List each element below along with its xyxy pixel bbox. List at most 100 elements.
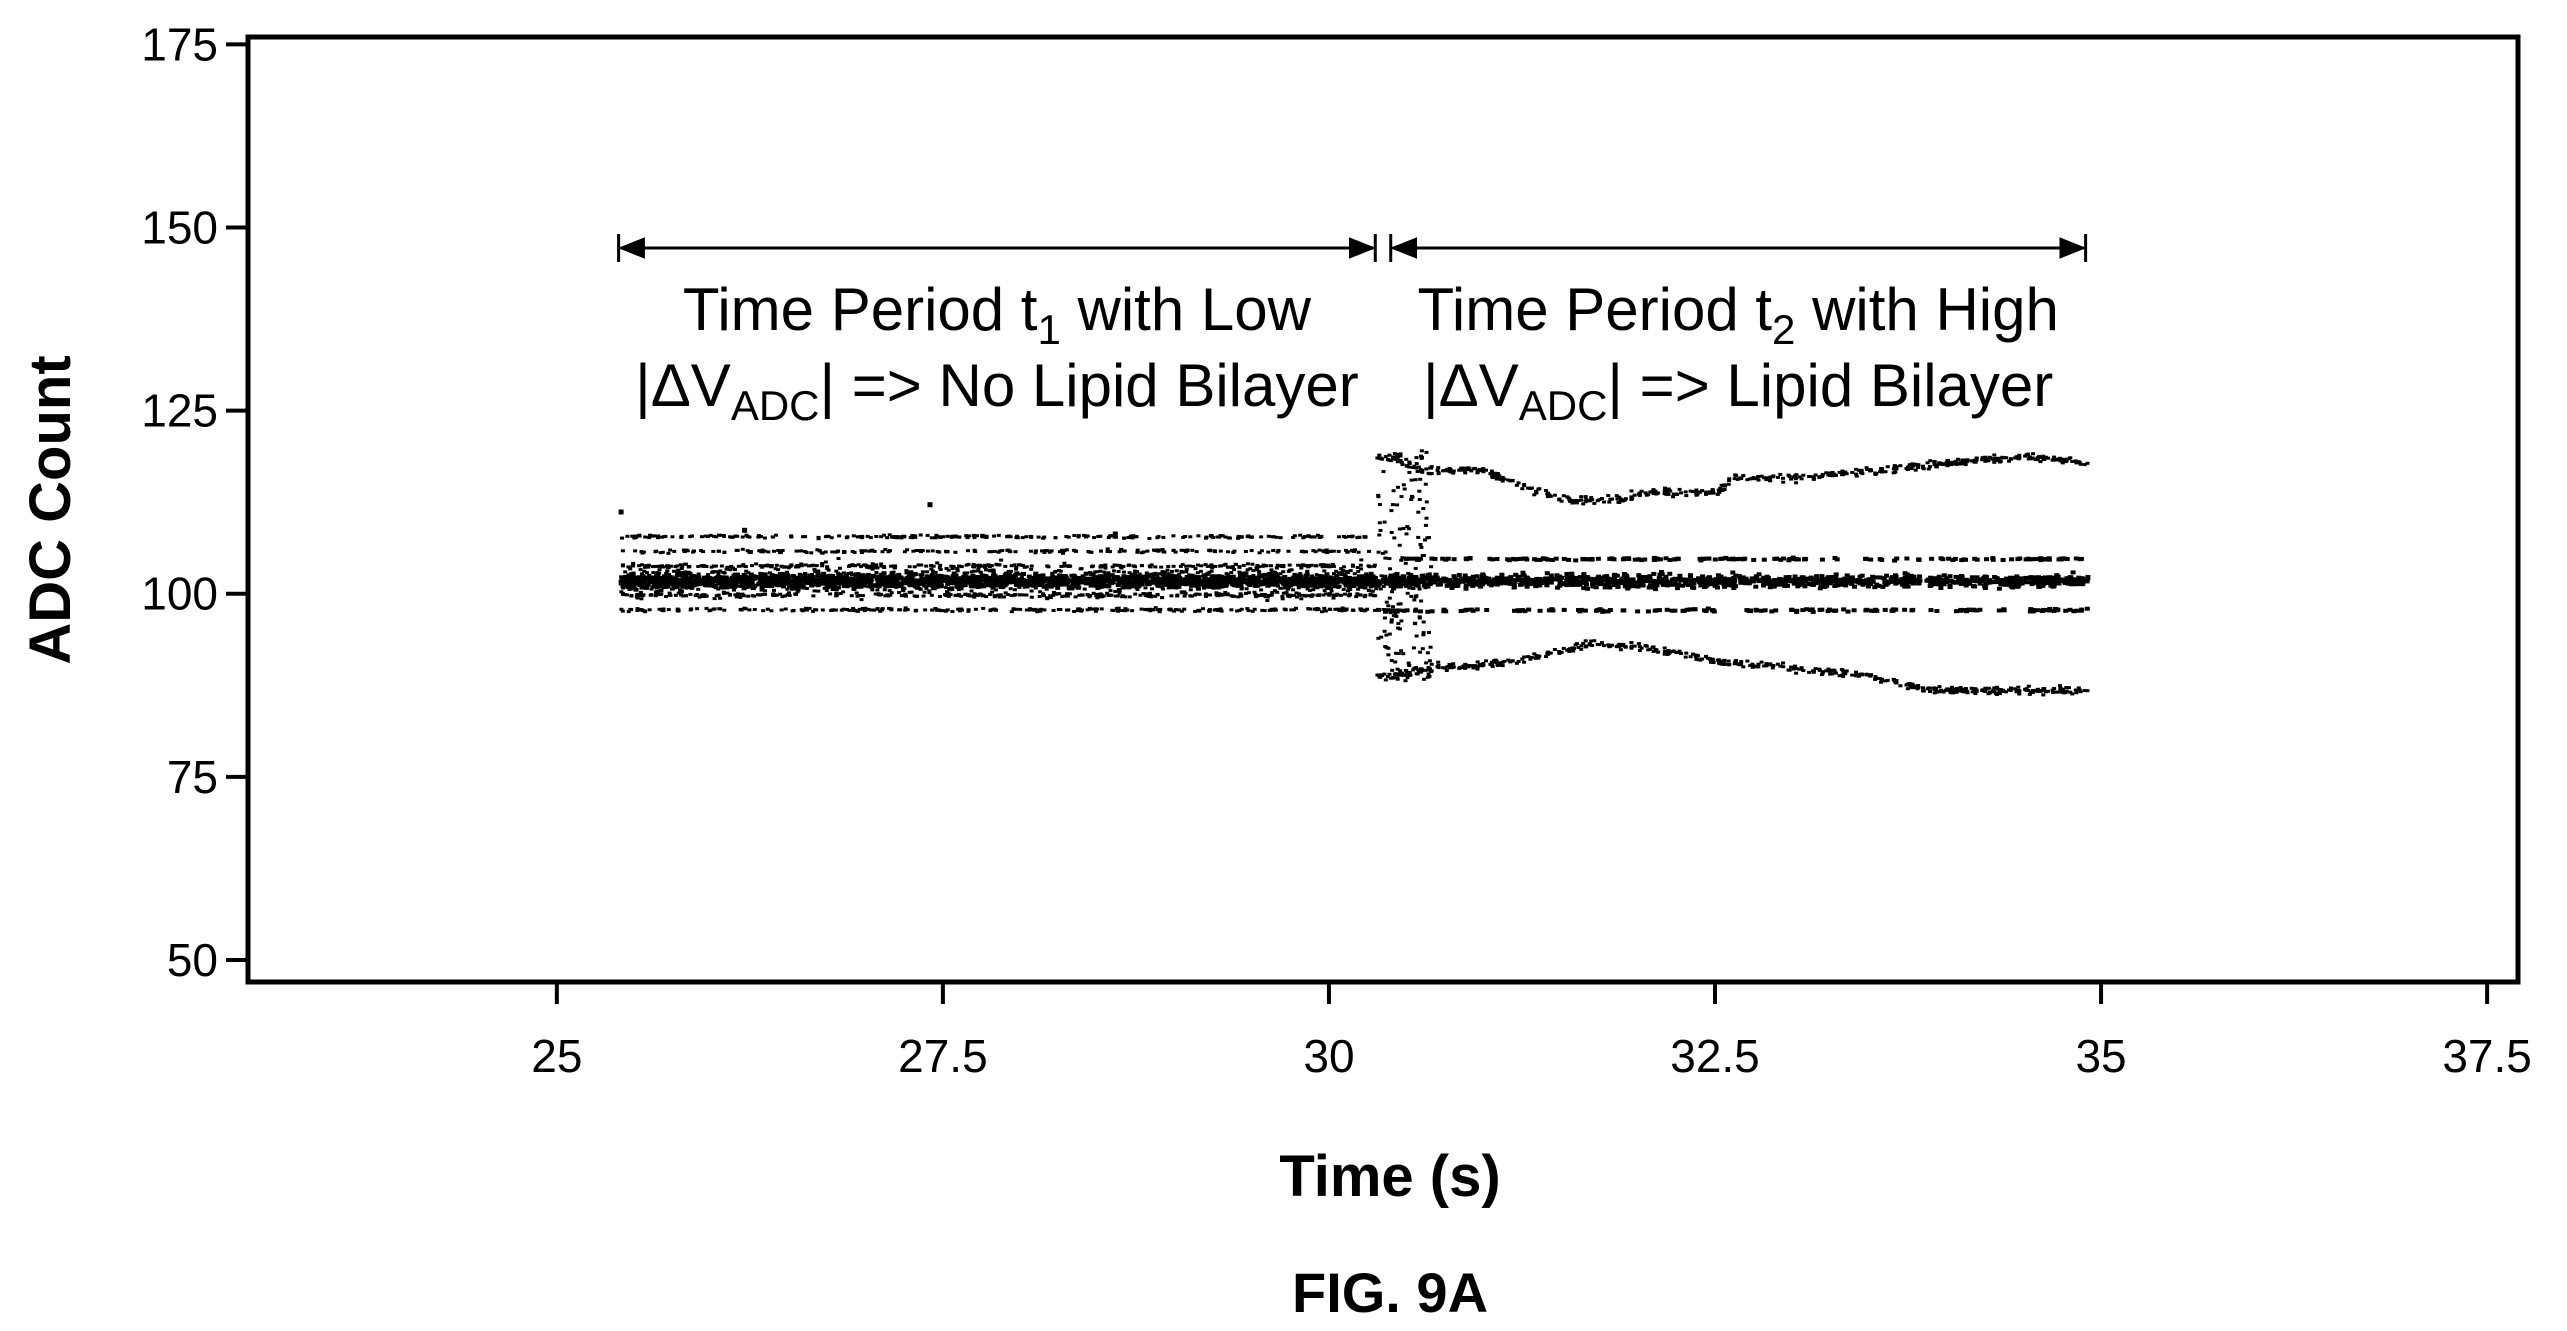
data-point [780, 595, 785, 599]
data-point [1868, 608, 1874, 613]
data-point [638, 568, 643, 572]
data-point [1161, 535, 1166, 539]
data-point [1258, 579, 1264, 584]
data-point [1282, 575, 1288, 579]
data-point [713, 564, 718, 568]
data-point [1103, 573, 1108, 577]
data-point [1217, 535, 1222, 539]
data-point [1009, 564, 1014, 568]
data-point [1463, 586, 1469, 591]
data-point [773, 567, 778, 571]
data-point [1345, 569, 1351, 574]
data-point [1963, 583, 1969, 588]
data-point [945, 581, 951, 586]
data-point [1070, 587, 1075, 591]
data-point [1089, 550, 1094, 554]
data-point [1691, 607, 1697, 612]
data-point [1259, 535, 1264, 539]
data-point [1262, 572, 1268, 577]
data-point [1116, 587, 1122, 592]
data-point [1292, 534, 1297, 538]
data-point [1179, 548, 1184, 552]
data-point [1036, 535, 1041, 539]
data-point [1233, 581, 1239, 585]
data-point [716, 593, 721, 597]
data-point [646, 563, 651, 567]
data-point [2051, 608, 2057, 613]
data-point [1769, 609, 1775, 614]
data-point [1819, 557, 1825, 562]
data-point [1180, 570, 1185, 574]
data-point [1306, 564, 1311, 568]
data-point [804, 551, 809, 554]
data-point [878, 580, 883, 585]
data-point [1000, 584, 1006, 589]
data-point [930, 608, 935, 612]
data-point [887, 549, 892, 553]
y-tick-label: 150 [141, 201, 218, 253]
data-point [897, 608, 902, 612]
data-point [1041, 578, 1047, 583]
data-point [1113, 590, 1118, 593]
data-point [1076, 534, 1081, 538]
data-point [1075, 585, 1081, 590]
data-point [1916, 557, 1922, 562]
data-point [815, 548, 820, 552]
data-point [1841, 577, 1847, 582]
data-point [1219, 579, 1225, 584]
data-point [1021, 593, 1026, 597]
data-point [722, 534, 726, 538]
data-point [1977, 577, 1983, 582]
data-point [1753, 574, 1759, 579]
data-point [1253, 584, 1259, 588]
data-point [1153, 577, 1159, 582]
data-point [908, 570, 914, 575]
data-point [783, 577, 789, 582]
data-point [825, 567, 830, 570]
data-point [992, 534, 997, 538]
data-point [752, 576, 757, 581]
data-point [969, 589, 974, 593]
data-point [1246, 534, 1251, 538]
data-point [911, 549, 916, 553]
data-point [1202, 586, 1206, 590]
data-point [1368, 578, 1374, 583]
data-point [658, 551, 663, 555]
data-point [1305, 587, 1310, 591]
data-point [1303, 564, 1308, 568]
data-point [801, 585, 807, 590]
data-point [929, 567, 934, 571]
data-point [905, 608, 910, 612]
data-point [1119, 547, 1124, 551]
data-point [826, 574, 831, 579]
data-point [1073, 580, 1079, 585]
data-point [1173, 584, 1179, 589]
data-point [879, 562, 884, 566]
data-point [1331, 549, 1336, 553]
data-point [1302, 593, 1307, 597]
data-point [1029, 595, 1034, 599]
data-point [679, 535, 684, 539]
data-point [1238, 573, 1243, 578]
data-point [712, 597, 717, 601]
data-point [1040, 549, 1044, 553]
data-point [760, 592, 765, 596]
data-point [1138, 574, 1144, 579]
data-point [733, 578, 739, 582]
data-point [837, 534, 842, 538]
data-point [1334, 578, 1340, 583]
data-point [1121, 564, 1126, 568]
data-point [1155, 592, 1160, 596]
data-point [993, 588, 998, 592]
data-point [654, 585, 660, 590]
data-point [628, 576, 634, 581]
data-point [981, 593, 986, 597]
data-point [829, 536, 834, 540]
data-point [1239, 586, 1244, 590]
data-point [1181, 535, 1186, 539]
data-point [1369, 582, 1375, 587]
data-point [1189, 584, 1194, 588]
data-point [766, 564, 771, 568]
data-point [891, 582, 897, 587]
data-point [1971, 607, 1977, 612]
